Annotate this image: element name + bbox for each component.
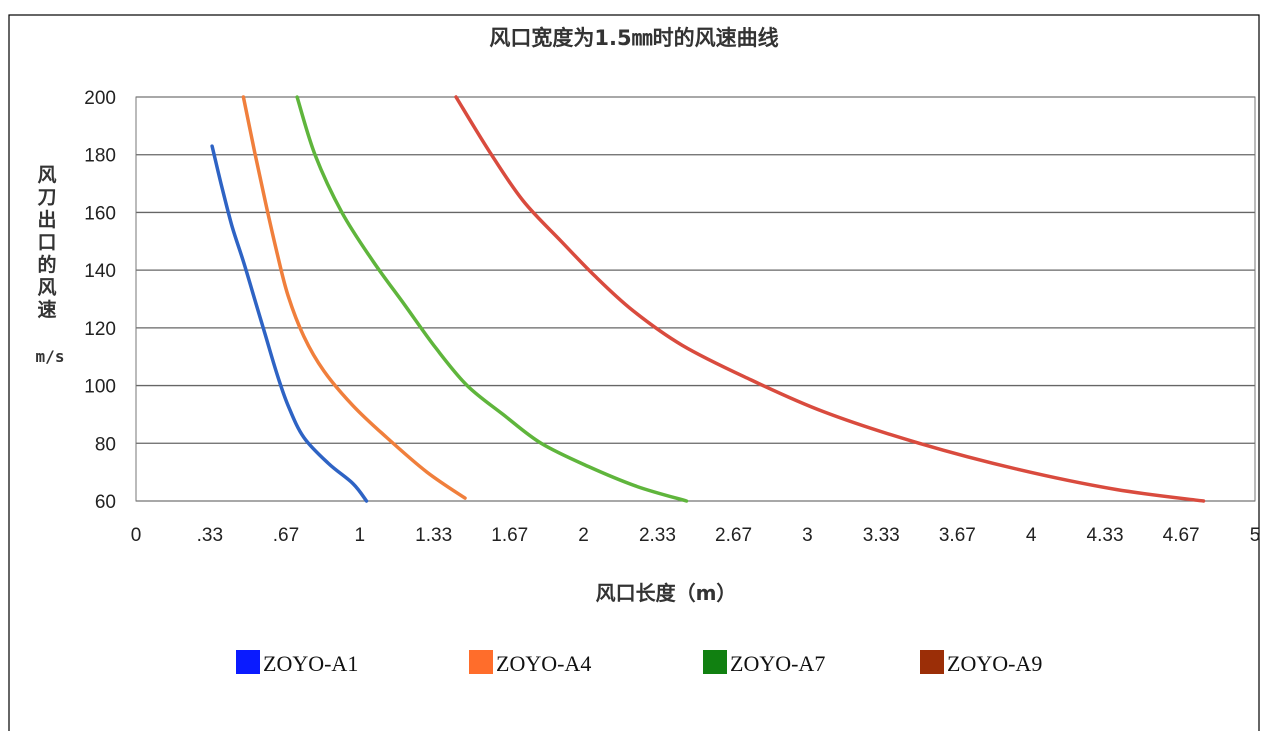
plot-area-border	[135, 96, 1256, 502]
x-tick-label: 2.33	[639, 525, 676, 546]
gridlines	[136, 96, 1255, 502]
y-axis-label-char: 的	[37, 253, 56, 276]
x-tick-label: 4	[1026, 525, 1037, 546]
legend-swatch	[703, 650, 727, 674]
x-tick-label: 4.33	[1087, 525, 1124, 546]
y-tick-label: 120	[84, 319, 116, 340]
x-axis-ticks: 0 .33 .67 1 1.33 1.67 2 2.33 2.67 3 3.33 3.67 4 4.33 4…	[131, 525, 1261, 546]
x-tick-label: .33	[197, 525, 223, 546]
x-tick-label: 1.67	[491, 525, 528, 546]
legend-item-zoyo-a9: ZOYO-A9	[920, 650, 1042, 676]
x-tick-label: 1.33	[415, 525, 452, 546]
legend-label: ZOYO-A9	[947, 651, 1042, 676]
x-tick-label: 3.33	[863, 525, 900, 546]
x-tick-label: 2	[578, 525, 589, 546]
x-tick-label: 2.67	[715, 525, 752, 546]
y-tick-label: 180	[84, 146, 116, 167]
x-axis-label: 风口长度（m）	[596, 581, 737, 605]
y-axis-label-char: 速	[37, 298, 56, 321]
figure-border	[8, 14, 1260, 731]
legend-swatch	[469, 650, 493, 674]
y-tick-label: 80	[95, 434, 116, 455]
legend-label: ZOYO-A7	[730, 651, 825, 676]
x-tick-label: 3	[802, 525, 813, 546]
chart-title: 风口宽度为1.5㎜时的风速曲线	[489, 26, 778, 50]
y-axis-label-char: 口	[37, 232, 56, 254]
legend-item-zoyo-a7: ZOYO-A7	[703, 650, 825, 676]
series-lines	[210, 95, 1206, 503]
y-tick-label: 100	[84, 377, 116, 398]
x-tick-label: 1	[355, 525, 366, 546]
y-tick-label: 200	[84, 88, 116, 109]
y-axis-unit: m/s	[36, 347, 65, 366]
legend-label: ZOYO-A4	[496, 651, 591, 676]
y-tick-label: 60	[95, 492, 116, 513]
x-tick-label: 4.67	[1163, 525, 1200, 546]
legend: ZOYO-A1 ZOYO-A4 ZOYO-A7 ZOYO-A9	[236, 650, 1042, 676]
y-axis-label-char: 风	[37, 164, 56, 186]
legend-label: ZOYO-A1	[263, 651, 358, 676]
x-tick-label: .67	[273, 525, 299, 546]
y-axis-label-char: 刀	[37, 187, 56, 209]
y-tick-label: 160	[84, 203, 116, 224]
x-tick-label: 5	[1250, 525, 1261, 546]
y-axis-ticks: 60 80 100 120 140 160 180 200	[84, 88, 116, 513]
x-tick-label: 3.67	[939, 525, 976, 546]
legend-swatch	[236, 650, 260, 674]
series-line-zoyo-a7	[295, 95, 689, 503]
y-tick-label: 140	[84, 261, 116, 282]
legend-item-zoyo-a4: ZOYO-A4	[469, 650, 591, 676]
y-axis-label-char: 风	[37, 277, 56, 299]
legend-item-zoyo-a1: ZOYO-A1	[236, 650, 358, 676]
series-line-zoyo-a4	[241, 95, 467, 500]
series-line-zoyo-a9	[454, 95, 1206, 503]
y-axis-label-char: 出	[37, 208, 56, 231]
legend-swatch	[920, 650, 944, 674]
series-line-zoyo-a1	[210, 144, 369, 503]
x-tick-label: 0	[131, 525, 142, 546]
